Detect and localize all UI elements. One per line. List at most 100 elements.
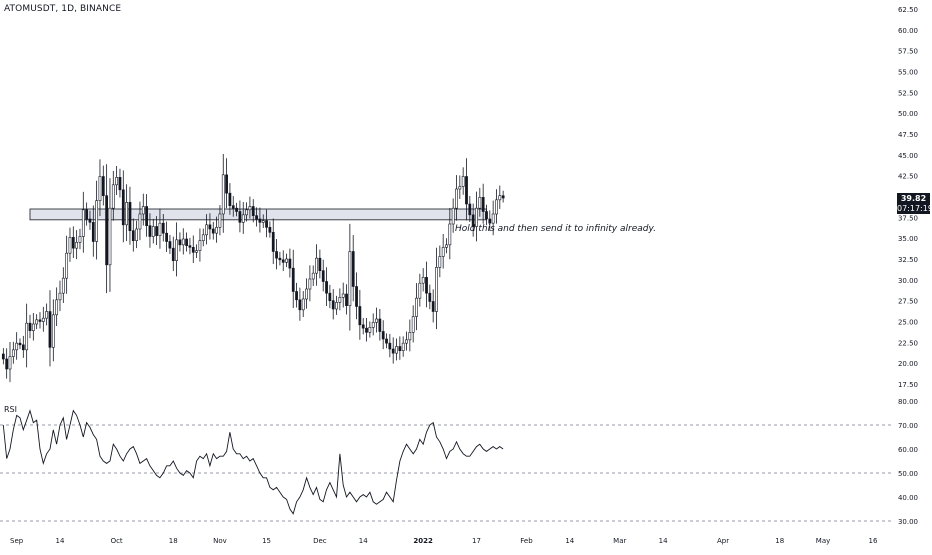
candle-body: [328, 292, 332, 301]
price-tick-label: 22.50: [898, 339, 918, 347]
candle-body: [55, 299, 59, 316]
candles-layer: [1, 153, 505, 383]
candle-body: [321, 270, 325, 282]
candle-body: [308, 278, 312, 290]
price-tick-label: 35.00: [898, 235, 918, 243]
candle-body: [335, 302, 338, 310]
candle-body: [435, 267, 438, 312]
candle-body: [128, 202, 132, 231]
candle-body: [78, 236, 82, 243]
candle-body: [368, 327, 372, 333]
candle-body: [488, 218, 492, 224]
rsi-axis: 80.00 70.00 60.00 50.00 40.00 30.00: [898, 398, 918, 526]
rsi-tick-label: 30.00: [898, 518, 918, 526]
candle-body: [478, 197, 482, 209]
price-tick-label: 52.50: [898, 89, 918, 97]
candle-body: [71, 237, 75, 249]
price-tick-label: 50.00: [898, 110, 918, 118]
candle-body: [215, 227, 218, 234]
candle-body: [265, 220, 268, 228]
price-tick-label: 27.50: [898, 298, 918, 306]
candle-body: [395, 346, 398, 354]
candle-body: [248, 206, 252, 211]
candle-body: [95, 200, 99, 242]
price-tick-label: 37.50: [898, 214, 918, 222]
candle-body: [175, 239, 178, 261]
price-tick-label: 32.50: [898, 256, 918, 264]
candle-body: [201, 234, 205, 241]
candle-body: [458, 186, 462, 190]
bar-countdown: 07:17:19: [897, 204, 932, 213]
candle-body: [428, 292, 432, 302]
candle-body: [11, 349, 15, 357]
candle-body: [351, 251, 355, 287]
rsi-tick-label: 80.00: [898, 398, 918, 406]
price-tick-label: 55.00: [898, 69, 918, 77]
candle-body: [28, 322, 32, 331]
candle-body: [228, 192, 232, 206]
price-tick-label: 30.00: [898, 277, 918, 285]
candle-body: [45, 311, 49, 319]
candle-body: [145, 206, 148, 226]
candle-body: [291, 267, 295, 292]
time-tick-label: 14: [565, 537, 574, 545]
candle-body: [101, 176, 105, 196]
price-tick-label: 20.00: [898, 360, 918, 368]
candle-body: [75, 242, 79, 249]
candle-body: [211, 228, 215, 234]
rsi-layer: [0, 409, 893, 522]
candle-body: [411, 316, 415, 333]
candle-body: [15, 342, 19, 351]
candle-body: [345, 293, 348, 306]
candle-body: [195, 250, 198, 253]
candle-body: [278, 257, 282, 261]
candle-body: [438, 256, 442, 268]
candle-body: [415, 297, 418, 317]
candle-body: [318, 257, 322, 271]
candle-body: [495, 199, 498, 215]
candle-body: [105, 195, 109, 266]
candle-body: [295, 291, 298, 301]
candle-body: [471, 214, 475, 227]
candle-body: [1, 353, 5, 360]
candle-body: [155, 226, 158, 236]
time-tick-label: Mar: [613, 537, 626, 545]
time-axis: Sep 14 Oct 18 Nov 15 Dec 14 2022 17 Feb 14 Mar 14 Apr 1…: [10, 537, 878, 545]
candle-body: [198, 240, 202, 251]
candle-body: [171, 247, 175, 261]
candle-body: [421, 277, 425, 284]
candle-body: [88, 218, 92, 223]
candle-body: [41, 317, 45, 322]
time-tick-label: 17: [472, 537, 481, 545]
candle-body: [305, 288, 308, 300]
candle-body: [468, 203, 472, 216]
annotation-text[interactable]: Hold this and then send it to infinity a…: [455, 224, 656, 234]
candle-body: [311, 272, 315, 280]
candle-body: [338, 297, 342, 303]
candle-body: [441, 247, 445, 257]
candle-body: [378, 318, 382, 332]
time-tick-label: Oct: [111, 537, 123, 545]
time-tick-label: 14: [56, 537, 65, 545]
candle-body: [355, 286, 358, 307]
candle-body: [388, 342, 392, 350]
candle-body: [455, 188, 458, 209]
candle-body: [431, 301, 435, 312]
candle-body: [48, 311, 52, 348]
candle-body: [398, 346, 402, 351]
candle-body: [38, 319, 42, 322]
price-tick-label: 57.50: [898, 48, 918, 56]
candle-body: [255, 215, 258, 220]
candle-body: [225, 174, 228, 194]
time-tick-label: 14: [359, 537, 368, 545]
candle-body: [51, 314, 55, 348]
candle-body: [425, 277, 428, 294]
candle-body: [208, 224, 212, 230]
time-tick-label: Sep: [10, 537, 24, 545]
candle-body: [285, 258, 288, 263]
candle-body: [111, 184, 115, 209]
candle-body: [315, 257, 318, 274]
candle-body: [331, 300, 335, 310]
